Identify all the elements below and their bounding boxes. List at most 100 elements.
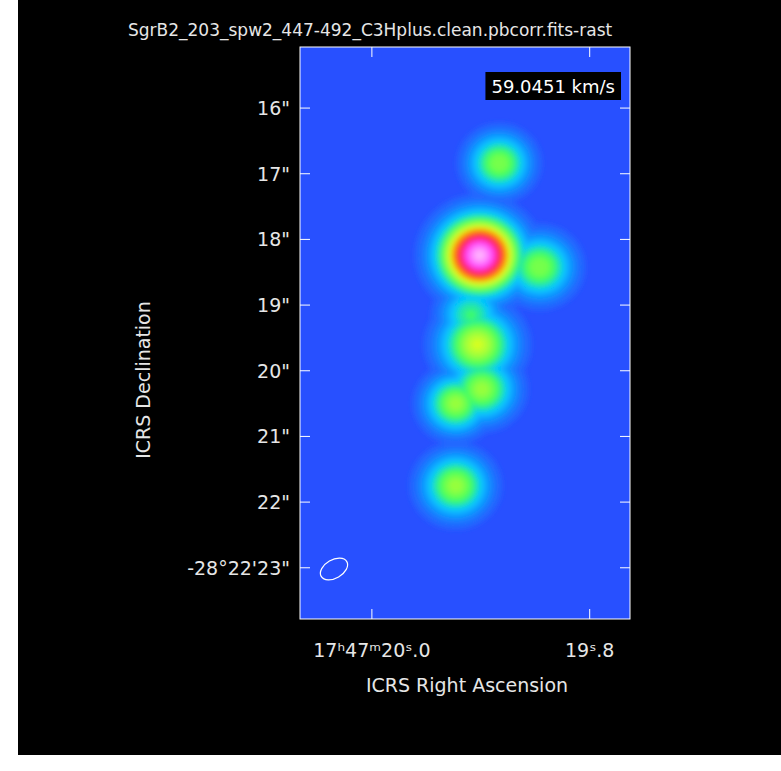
emission-component (469, 245, 490, 265)
emission-component (433, 211, 526, 300)
figure: 17ʰ47ᵐ20ˢ.019ˢ.816"17"18"19"20"21"22"-28… (0, 0, 781, 771)
emission-component (481, 146, 518, 181)
velocity-label: 59.0451 km/s (491, 76, 615, 97)
emission-component (476, 252, 484, 259)
y-tick-label: 20" (257, 360, 290, 382)
emission-component (442, 219, 518, 291)
emission-component (438, 468, 474, 503)
emission-component (441, 471, 471, 500)
emission-component (447, 224, 513, 287)
emission-component (451, 319, 505, 370)
emission-component (429, 460, 483, 512)
plot-frame (300, 47, 630, 619)
emission-component (457, 123, 543, 204)
emission-component (478, 143, 521, 184)
y-tick (620, 370, 630, 371)
y-tick (300, 173, 310, 174)
emission-component (467, 243, 492, 267)
y-axis-title: ICRS Declination (132, 301, 154, 459)
canvas-background (18, 0, 781, 755)
y-tick (300, 370, 310, 371)
y-tick (300, 502, 310, 503)
y-tick-label: 16" (257, 97, 290, 119)
y-tick-label: 18" (257, 228, 290, 250)
emission-component (467, 375, 497, 404)
beam (317, 554, 352, 585)
x-tick (589, 609, 590, 619)
x-tick-label: 17ʰ47ᵐ20ˢ.0 (313, 639, 430, 661)
y-tick (620, 173, 630, 174)
emission-component (445, 222, 514, 288)
y-tick (620, 567, 630, 568)
emission-component (443, 221, 515, 290)
emission-component (454, 322, 502, 368)
emission-component (463, 240, 495, 271)
emission-component (449, 479, 463, 493)
y-tick-label: 17" (257, 163, 290, 185)
y-tick (300, 567, 310, 568)
background-emission (300, 47, 630, 619)
emission-component (472, 137, 528, 190)
y-tick (300, 305, 310, 306)
y-tick-label: 21" (257, 425, 290, 447)
y-tick (300, 239, 310, 240)
emission-component (460, 237, 499, 274)
x-axis-title: ICRS Right Ascension (366, 674, 568, 696)
title: SgrB2_203_spw2_447-492_C3Hplus.clean.pbc… (128, 20, 613, 41)
emission-component (454, 231, 505, 279)
emission-component (416, 448, 495, 523)
emission-component (487, 151, 512, 174)
emission-component (445, 393, 467, 414)
emission-component (448, 225, 511, 285)
emission-component (520, 248, 560, 286)
emission-component (526, 254, 553, 279)
emission-component (457, 234, 502, 277)
y-tick (620, 436, 630, 437)
emission-component (460, 327, 496, 361)
emission-component (450, 227, 510, 284)
emission-component (472, 339, 483, 349)
emission-component (448, 316, 508, 373)
y-tick (620, 305, 630, 306)
emission-component (462, 238, 498, 272)
emission-component (463, 331, 492, 359)
emission-component (491, 155, 508, 171)
emission-component (409, 442, 502, 530)
x-tick-label: 19ˢ.8 (565, 639, 614, 661)
x-tick (371, 609, 372, 619)
emission (409, 123, 585, 530)
emission-component (421, 453, 490, 518)
y-tick (620, 108, 630, 109)
emission-component (430, 208, 529, 302)
emission-component (468, 133, 531, 193)
emission-component (449, 397, 462, 410)
velocity-label-background (485, 72, 621, 100)
y-tick (300, 436, 310, 437)
y-tick (300, 108, 310, 109)
emission-component (475, 382, 489, 396)
emission-component (530, 258, 548, 275)
emission-component (432, 463, 480, 509)
emission-component (425, 457, 486, 515)
y-tick-label: -28°22'23" (187, 557, 290, 579)
emission-component (444, 475, 467, 497)
emission-component (453, 230, 507, 281)
emission-component (465, 241, 494, 268)
emission-component (523, 251, 556, 283)
emission-component (438, 215, 522, 295)
emission-component (484, 148, 515, 178)
emission-component (517, 245, 563, 289)
image-plane (300, 47, 630, 619)
emission-component (465, 310, 476, 321)
y-tick (620, 239, 630, 240)
emission-component (456, 232, 504, 277)
emission-component (435, 466, 477, 506)
emission-component (457, 325, 499, 365)
y-tick (620, 502, 630, 503)
emission-component (472, 248, 488, 263)
emission-component (442, 390, 470, 417)
emission-component (475, 140, 524, 187)
emission-component (444, 313, 510, 376)
emission-component (440, 217, 520, 293)
y-tick-label: 22" (257, 491, 290, 513)
